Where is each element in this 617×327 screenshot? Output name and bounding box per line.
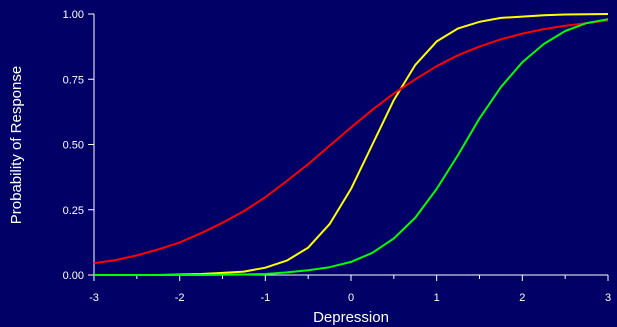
y-tick-label: 0.75 xyxy=(63,74,84,86)
x-tick-label: 0 xyxy=(348,292,354,304)
series-line-red-curve xyxy=(93,19,609,265)
series-layer xyxy=(93,13,609,276)
x-axis-title: Depression xyxy=(313,309,389,326)
series-line-green-curve xyxy=(94,18,609,276)
x-tick-label: 2 xyxy=(519,292,525,304)
y-axis-ticks: 0.00 0.25 0.50 0.75 1.00 xyxy=(63,9,94,282)
y-tick-label: 0.25 xyxy=(63,205,84,217)
y-tick-label: 1.00 xyxy=(63,9,84,21)
y-tick-label: 0.50 xyxy=(63,140,84,152)
x-axis-ticks: -3 -2 -1 0 1 2 3 xyxy=(89,275,611,304)
x-tick-label: -1 xyxy=(260,292,270,304)
y-tick-label: 0.00 xyxy=(63,270,84,282)
x-tick-label: 3 xyxy=(605,292,611,304)
x-tick-label: -2 xyxy=(175,292,185,304)
x-tick-label: -3 xyxy=(89,292,99,304)
y-axis-title: Probability of Response xyxy=(8,66,25,224)
x-tick-label: 1 xyxy=(434,292,440,304)
